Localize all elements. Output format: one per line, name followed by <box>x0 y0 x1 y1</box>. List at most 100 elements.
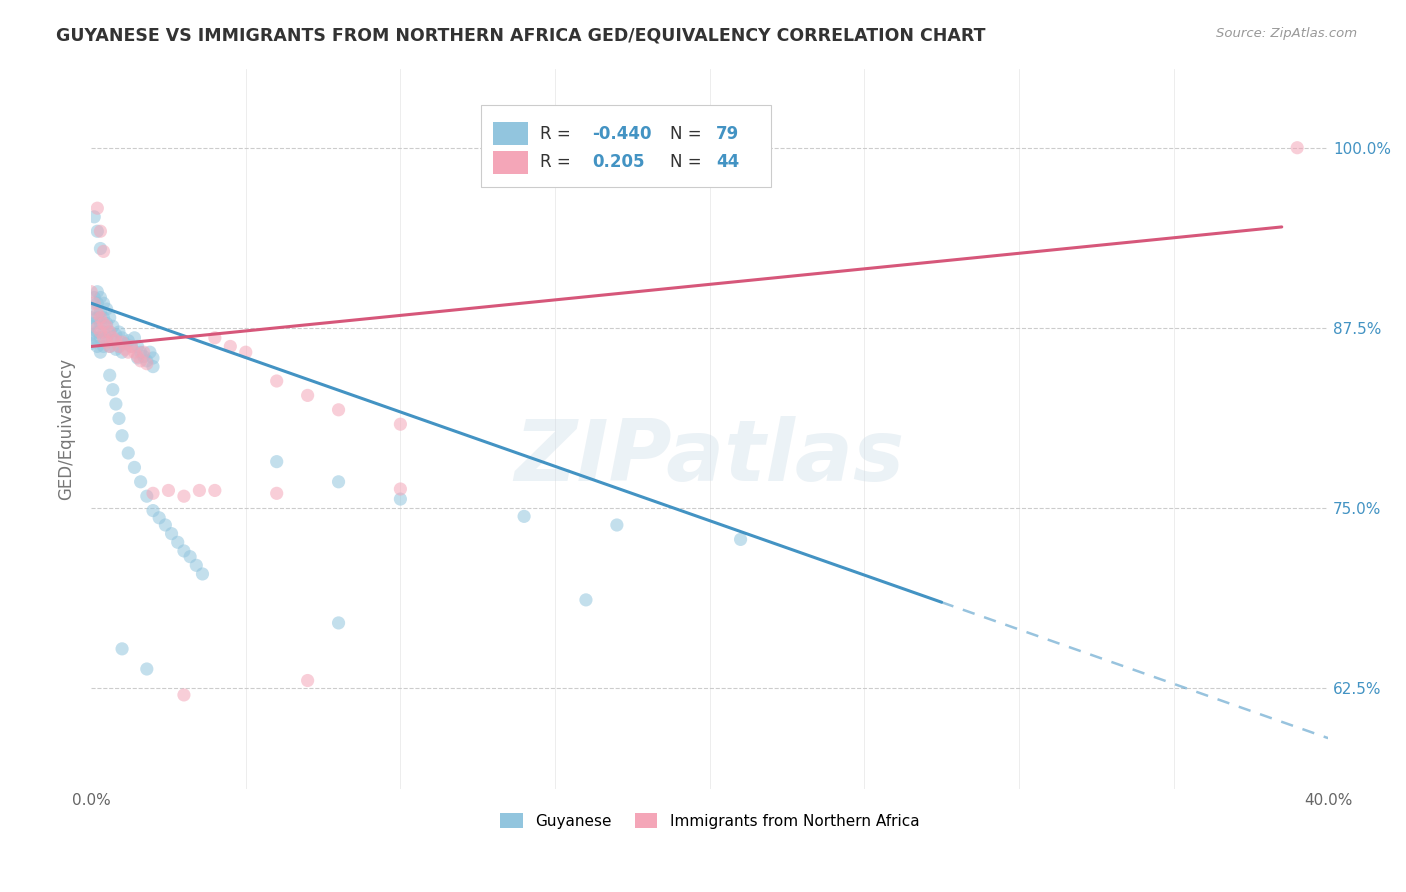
Text: N =: N = <box>671 125 702 143</box>
Text: 79: 79 <box>716 125 740 143</box>
Point <box>186 558 208 573</box>
Point <box>96 317 118 331</box>
Point <box>513 509 536 524</box>
Text: R =: R = <box>540 153 571 171</box>
Point <box>86 224 108 238</box>
Point <box>297 388 319 402</box>
Point <box>101 319 124 334</box>
Point <box>127 351 149 365</box>
FancyBboxPatch shape <box>494 151 527 174</box>
FancyBboxPatch shape <box>494 122 527 145</box>
Point <box>98 339 121 353</box>
Point <box>89 224 111 238</box>
Point <box>297 673 319 688</box>
Point <box>129 475 152 489</box>
Point <box>114 343 136 357</box>
Point <box>83 210 105 224</box>
Point <box>129 354 152 368</box>
Text: 44: 44 <box>716 153 740 171</box>
Point <box>80 310 103 325</box>
Text: 0.205: 0.205 <box>592 153 644 171</box>
Point <box>155 518 177 533</box>
Point <box>89 305 111 319</box>
Point <box>86 306 108 320</box>
Point <box>98 368 121 383</box>
Text: R =: R = <box>540 125 571 143</box>
Point <box>83 296 105 310</box>
Point <box>389 482 412 496</box>
Point <box>117 446 139 460</box>
Point <box>83 317 105 331</box>
Point <box>173 489 195 503</box>
Point <box>191 566 214 581</box>
Point <box>179 549 201 564</box>
Point <box>204 331 226 345</box>
Point <box>135 357 157 371</box>
Point <box>98 325 121 339</box>
Point <box>86 339 108 353</box>
Point <box>142 503 165 517</box>
Point <box>139 345 162 359</box>
Point <box>142 486 165 500</box>
Point <box>93 325 115 339</box>
Point <box>235 345 257 359</box>
Point <box>117 334 139 348</box>
Point <box>101 331 124 345</box>
Point <box>142 351 165 365</box>
Point <box>93 339 115 353</box>
Point <box>389 492 412 507</box>
Point <box>89 317 111 331</box>
Point <box>127 339 149 353</box>
Point <box>157 483 180 498</box>
FancyBboxPatch shape <box>481 104 772 187</box>
Point <box>120 339 142 353</box>
Point <box>124 460 146 475</box>
Point <box>101 383 124 397</box>
Point <box>204 483 226 498</box>
Point <box>86 285 108 299</box>
Point <box>166 535 188 549</box>
Legend: Guyanese, Immigrants from Northern Africa: Guyanese, Immigrants from Northern Afric… <box>494 806 925 835</box>
Point <box>89 310 111 325</box>
Point <box>160 526 183 541</box>
Point <box>328 475 350 489</box>
Text: N =: N = <box>671 153 702 171</box>
Point <box>104 327 127 342</box>
Point <box>108 325 131 339</box>
Point <box>98 325 121 339</box>
Point <box>266 455 288 469</box>
Point <box>111 335 134 350</box>
Point <box>173 688 195 702</box>
Point <box>114 336 136 351</box>
Point <box>86 296 108 310</box>
Point <box>328 402 350 417</box>
Point <box>132 345 155 359</box>
Point <box>111 345 134 359</box>
Point <box>606 518 628 533</box>
Point <box>83 331 105 345</box>
Point <box>129 345 152 359</box>
Text: Source: ZipAtlas.com: Source: ZipAtlas.com <box>1216 27 1357 40</box>
Point <box>135 489 157 503</box>
Text: GUYANESE VS IMMIGRANTS FROM NORTHERN AFRICA GED/EQUIVALENCY CORRELATION CHART: GUYANESE VS IMMIGRANTS FROM NORTHERN AFR… <box>56 27 986 45</box>
Point <box>89 331 111 345</box>
Point <box>188 483 211 498</box>
Point <box>389 417 412 432</box>
Point <box>142 359 165 374</box>
Point <box>120 339 142 353</box>
Point <box>93 317 115 331</box>
Point <box>86 201 108 215</box>
Point <box>86 320 108 334</box>
Point <box>117 345 139 359</box>
Point <box>96 301 118 316</box>
Text: -0.440: -0.440 <box>592 125 651 143</box>
Point <box>124 345 146 359</box>
Point <box>83 290 105 304</box>
Point <box>104 334 127 348</box>
Point <box>96 331 118 345</box>
Point <box>219 339 242 353</box>
Point <box>108 339 131 353</box>
Point <box>89 325 111 339</box>
Point <box>93 296 115 310</box>
Point <box>93 244 115 259</box>
